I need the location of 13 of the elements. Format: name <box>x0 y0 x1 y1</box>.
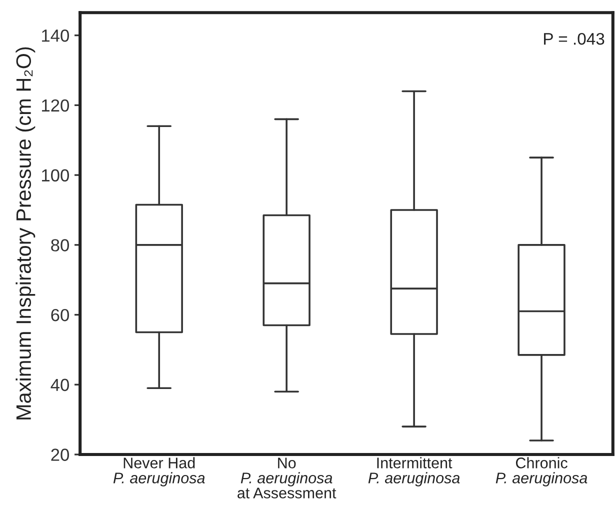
y-axis-title: Maximum Inspiratory Pressure (cm H₂O) <box>16 47 36 420</box>
y-tick-label: 140 <box>42 30 69 42</box>
x-tick-label: Never Had P. aeruginosa <box>113 457 205 486</box>
y-tick-label: 100 <box>42 169 69 182</box>
y-tick-label: 20 <box>51 448 69 461</box>
y-tick-label: 120 <box>42 99 69 112</box>
x-tick-label: Chronic P. aeruginosa <box>496 457 588 486</box>
x-tick-label: No P. aeruginosa at Assessment <box>238 458 336 498</box>
x-tick-label: Intermittent P. aeruginosa <box>368 457 460 486</box>
y-tick-label: 80 <box>51 239 69 252</box>
y-tick-label: 40 <box>50 378 69 392</box>
annotation: P = .043 <box>544 32 604 45</box>
y-tick-label: 60 <box>51 308 69 322</box>
